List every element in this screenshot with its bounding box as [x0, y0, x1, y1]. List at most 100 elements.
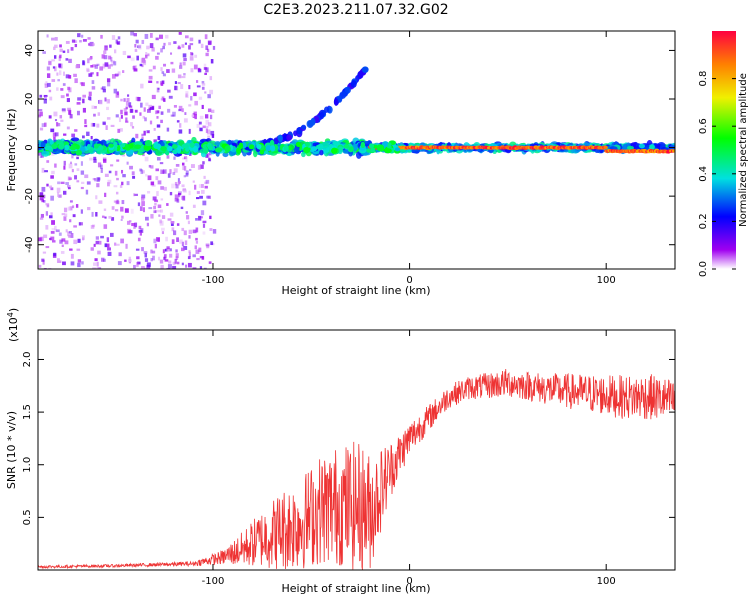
bright-cell [58, 143, 65, 150]
noise-cell [50, 212, 53, 216]
noise-cell [119, 128, 123, 132]
noise-cell [170, 52, 173, 55]
bright-cell [283, 144, 289, 152]
noise-cell [66, 98, 70, 103]
colorbar-tick-label: 0.0 [698, 261, 709, 277]
noise-cell [60, 88, 64, 91]
noise-cell [193, 64, 198, 70]
noise-cell [170, 223, 174, 227]
noise-cell [138, 225, 142, 230]
bright-cell [311, 146, 318, 152]
noise-cell [93, 262, 97, 266]
noise-cell [162, 45, 165, 50]
noise-cell [110, 124, 115, 128]
noise-cell [127, 94, 130, 97]
noise-cell [110, 57, 113, 62]
noise-cell [54, 163, 57, 168]
noise-cell [88, 73, 93, 77]
noise-cell [106, 98, 110, 104]
noise-cell [198, 121, 202, 125]
noise-cell [145, 216, 149, 221]
colorbar-tick-label: 0.6 [698, 118, 709, 134]
noise-cell [143, 251, 148, 254]
noise-cell [161, 96, 165, 101]
y-tick-label: 20 [24, 93, 35, 106]
noise-cell [166, 246, 170, 250]
bright-cell [224, 145, 231, 153]
noise-cell [122, 174, 126, 178]
x-tick-label: 100 [597, 275, 616, 286]
noise-cell [39, 94, 43, 98]
spectrogram-x-axis-label: Height of straight line (km) [281, 284, 430, 297]
noise-cell [38, 151, 42, 156]
snr-x-ticks: -100 0 100 [202, 330, 616, 587]
noise-cell [198, 96, 203, 100]
noise-cell [61, 108, 66, 112]
noise-cell [120, 238, 124, 244]
noise-cell [201, 184, 204, 188]
noise-cell [191, 114, 195, 117]
noise-cell [100, 168, 103, 173]
noise-cell [46, 66, 50, 71]
noise-cell [63, 165, 66, 170]
noise-cell [129, 165, 133, 170]
noise-cell [51, 220, 55, 225]
noise-cell [121, 154, 126, 157]
noise-cell [195, 218, 198, 221]
noise-cell [163, 98, 166, 102]
noise-cell [183, 57, 187, 62]
noise-cell [174, 194, 179, 199]
noise-cell [148, 80, 153, 83]
noise-cell [121, 200, 125, 205]
bright-cell [120, 143, 126, 148]
noise-cell [177, 178, 180, 183]
noise-cell [192, 229, 197, 234]
noise-cell [196, 123, 200, 128]
noise-cell [53, 66, 57, 72]
noise-cell [182, 157, 186, 160]
noise-cell [124, 111, 128, 116]
noise-cell [143, 107, 146, 112]
noise-cell [76, 180, 80, 183]
bright-cell [295, 141, 302, 148]
noise-cell [168, 42, 172, 46]
noise-cell [38, 237, 42, 242]
noise-cell [46, 160, 50, 163]
noise-cell [121, 215, 124, 219]
noise-cell [97, 112, 101, 116]
noise-cell [174, 85, 177, 91]
noise-cell [157, 256, 161, 261]
noise-cell [115, 92, 120, 98]
bright-cell [236, 147, 242, 155]
noise-cell [75, 65, 80, 69]
branch-cell [319, 111, 325, 120]
spectrogram-x-ticks: -100 0 100 [202, 31, 616, 286]
noise-cell [42, 251, 47, 254]
noise-cell [202, 220, 207, 224]
noise-cell [137, 261, 141, 265]
bright-cell [153, 143, 162, 150]
noise-cell [91, 105, 95, 109]
noise-cell [59, 239, 63, 244]
noise-cell [210, 59, 214, 64]
noise-cell [161, 80, 165, 85]
noise-cell [209, 114, 213, 120]
noise-cell [178, 129, 183, 134]
noise-cell [160, 82, 164, 86]
bright-cell [343, 144, 350, 149]
bright-cell [265, 144, 272, 152]
noise-cell [95, 212, 98, 217]
noise-cell [157, 135, 161, 141]
noise-cell [89, 157, 93, 161]
noise-cell [140, 83, 144, 89]
noise-cell [56, 187, 61, 193]
noise-cell [148, 107, 152, 111]
noise-cell [149, 43, 154, 49]
noise-cell [70, 253, 74, 259]
noise-cell [182, 53, 187, 58]
branch-cell [310, 117, 316, 126]
noise-cell [185, 172, 189, 177]
noise-cell [185, 211, 188, 214]
noise-cell [69, 248, 73, 251]
noise-cell [188, 128, 191, 134]
